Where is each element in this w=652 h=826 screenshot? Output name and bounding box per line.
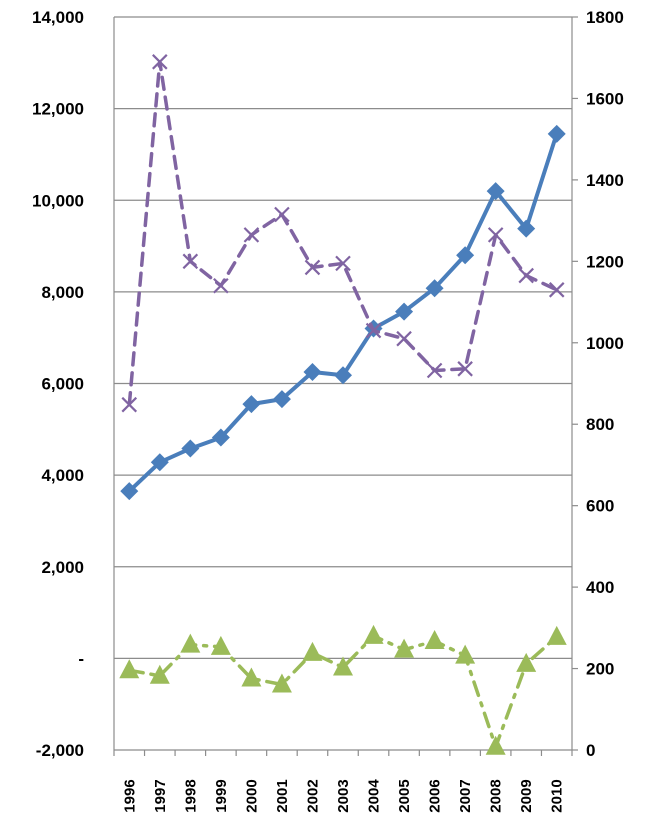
x-axis-ticks: 1996 1997 1998 1999 2000 2001 2002 2003 2004 2005…	[121, 779, 565, 813]
right-tick-label: 1200	[586, 252, 624, 271]
data-point	[304, 259, 321, 276]
x-tick-label: 2008	[488, 779, 505, 812]
data-point	[274, 206, 290, 223]
left-tick-label: 6,000	[41, 375, 84, 394]
right-tick-label: 200	[586, 660, 614, 679]
x-tick-label: 2006	[427, 779, 444, 812]
data-point	[121, 396, 138, 413]
series-2	[121, 54, 565, 413]
data-point	[180, 633, 201, 653]
data-point	[271, 673, 292, 693]
left-tick-label: 12,000	[32, 100, 84, 119]
data-point	[242, 395, 261, 414]
data-point	[517, 219, 536, 238]
x-tick-label: 1998	[182, 779, 199, 812]
data-point	[548, 282, 565, 298]
data-point	[119, 659, 140, 679]
left-tick-label: 14,000	[32, 8, 84, 27]
data-point	[181, 439, 200, 458]
left-tick-label: 8,000	[41, 283, 84, 302]
data-point	[487, 227, 504, 243]
data-point	[365, 322, 382, 339]
data-point	[210, 635, 231, 655]
data-point	[395, 302, 414, 321]
data-point	[334, 366, 352, 385]
right-tick-label: 1800	[586, 8, 624, 27]
right-tick-label: 400	[586, 578, 614, 597]
axes	[113, 16, 578, 756]
data-point	[302, 641, 323, 661]
right-tick-label: 1000	[586, 334, 624, 353]
x-tick-label: 2005	[396, 779, 413, 812]
right-axis-ticks: 0 200 400 600 800 1000 1200 1400 1600 1800	[586, 8, 624, 760]
x-tick-label: 2000	[243, 779, 260, 812]
data-point	[486, 182, 505, 201]
data-point	[333, 656, 353, 676]
x-tick-label: 1999	[213, 779, 230, 812]
x-tick-label: 2004	[366, 779, 383, 813]
x-tick-label: 1996	[121, 779, 138, 812]
data-point	[150, 453, 169, 472]
data-point	[394, 638, 415, 658]
series-1	[120, 124, 566, 501]
left-tick-label: 4,000	[41, 466, 84, 485]
series-3	[119, 624, 567, 755]
left-axis-ticks: -2,000-2,0004,0006,0008,00010,00012,0001…	[32, 8, 84, 760]
data-point	[182, 253, 199, 270]
data-point	[455, 644, 476, 664]
data-point	[425, 279, 444, 298]
left-tick-label: -2,000	[36, 741, 84, 760]
left-tick-label: 2,000	[41, 558, 84, 577]
x-tick-label: 2009	[518, 779, 535, 812]
left-tick-label: 10,000	[32, 191, 84, 210]
x-tick-label: 2003	[335, 779, 352, 812]
data-point	[211, 428, 230, 447]
data-point	[396, 330, 412, 347]
right-tick-label: 0	[586, 741, 595, 760]
x-tick-label: 2010	[549, 779, 566, 812]
data-point	[149, 664, 170, 684]
data-point	[335, 255, 351, 272]
data-point	[485, 735, 506, 755]
data-point	[426, 362, 443, 379]
right-tick-label: 1400	[586, 171, 624, 190]
x-tick-label: 2002	[304, 779, 321, 812]
left-tick-label: -	[78, 649, 84, 668]
data-point	[120, 482, 139, 501]
x-tick-label: 2007	[457, 779, 474, 812]
data-point	[457, 361, 473, 377]
data-point	[243, 227, 260, 243]
right-tick-label: 600	[586, 497, 614, 516]
right-tick-label: 800	[586, 415, 614, 434]
data-point	[363, 624, 384, 644]
right-tick-label: 1600	[586, 89, 624, 108]
data-point	[546, 625, 567, 645]
data-point	[303, 363, 322, 382]
data-point	[152, 54, 168, 70]
series-line	[127, 634, 559, 749]
series-group	[119, 54, 567, 755]
x-tick-label: 1997	[152, 779, 169, 812]
data-point	[518, 267, 534, 284]
data-point	[456, 246, 475, 265]
data-point	[516, 652, 537, 672]
x-tick-label: 2001	[274, 779, 291, 812]
data-point	[272, 390, 291, 409]
data-point	[424, 629, 445, 649]
data-point	[213, 277, 229, 294]
data-point	[241, 667, 262, 687]
data-point	[547, 124, 566, 143]
